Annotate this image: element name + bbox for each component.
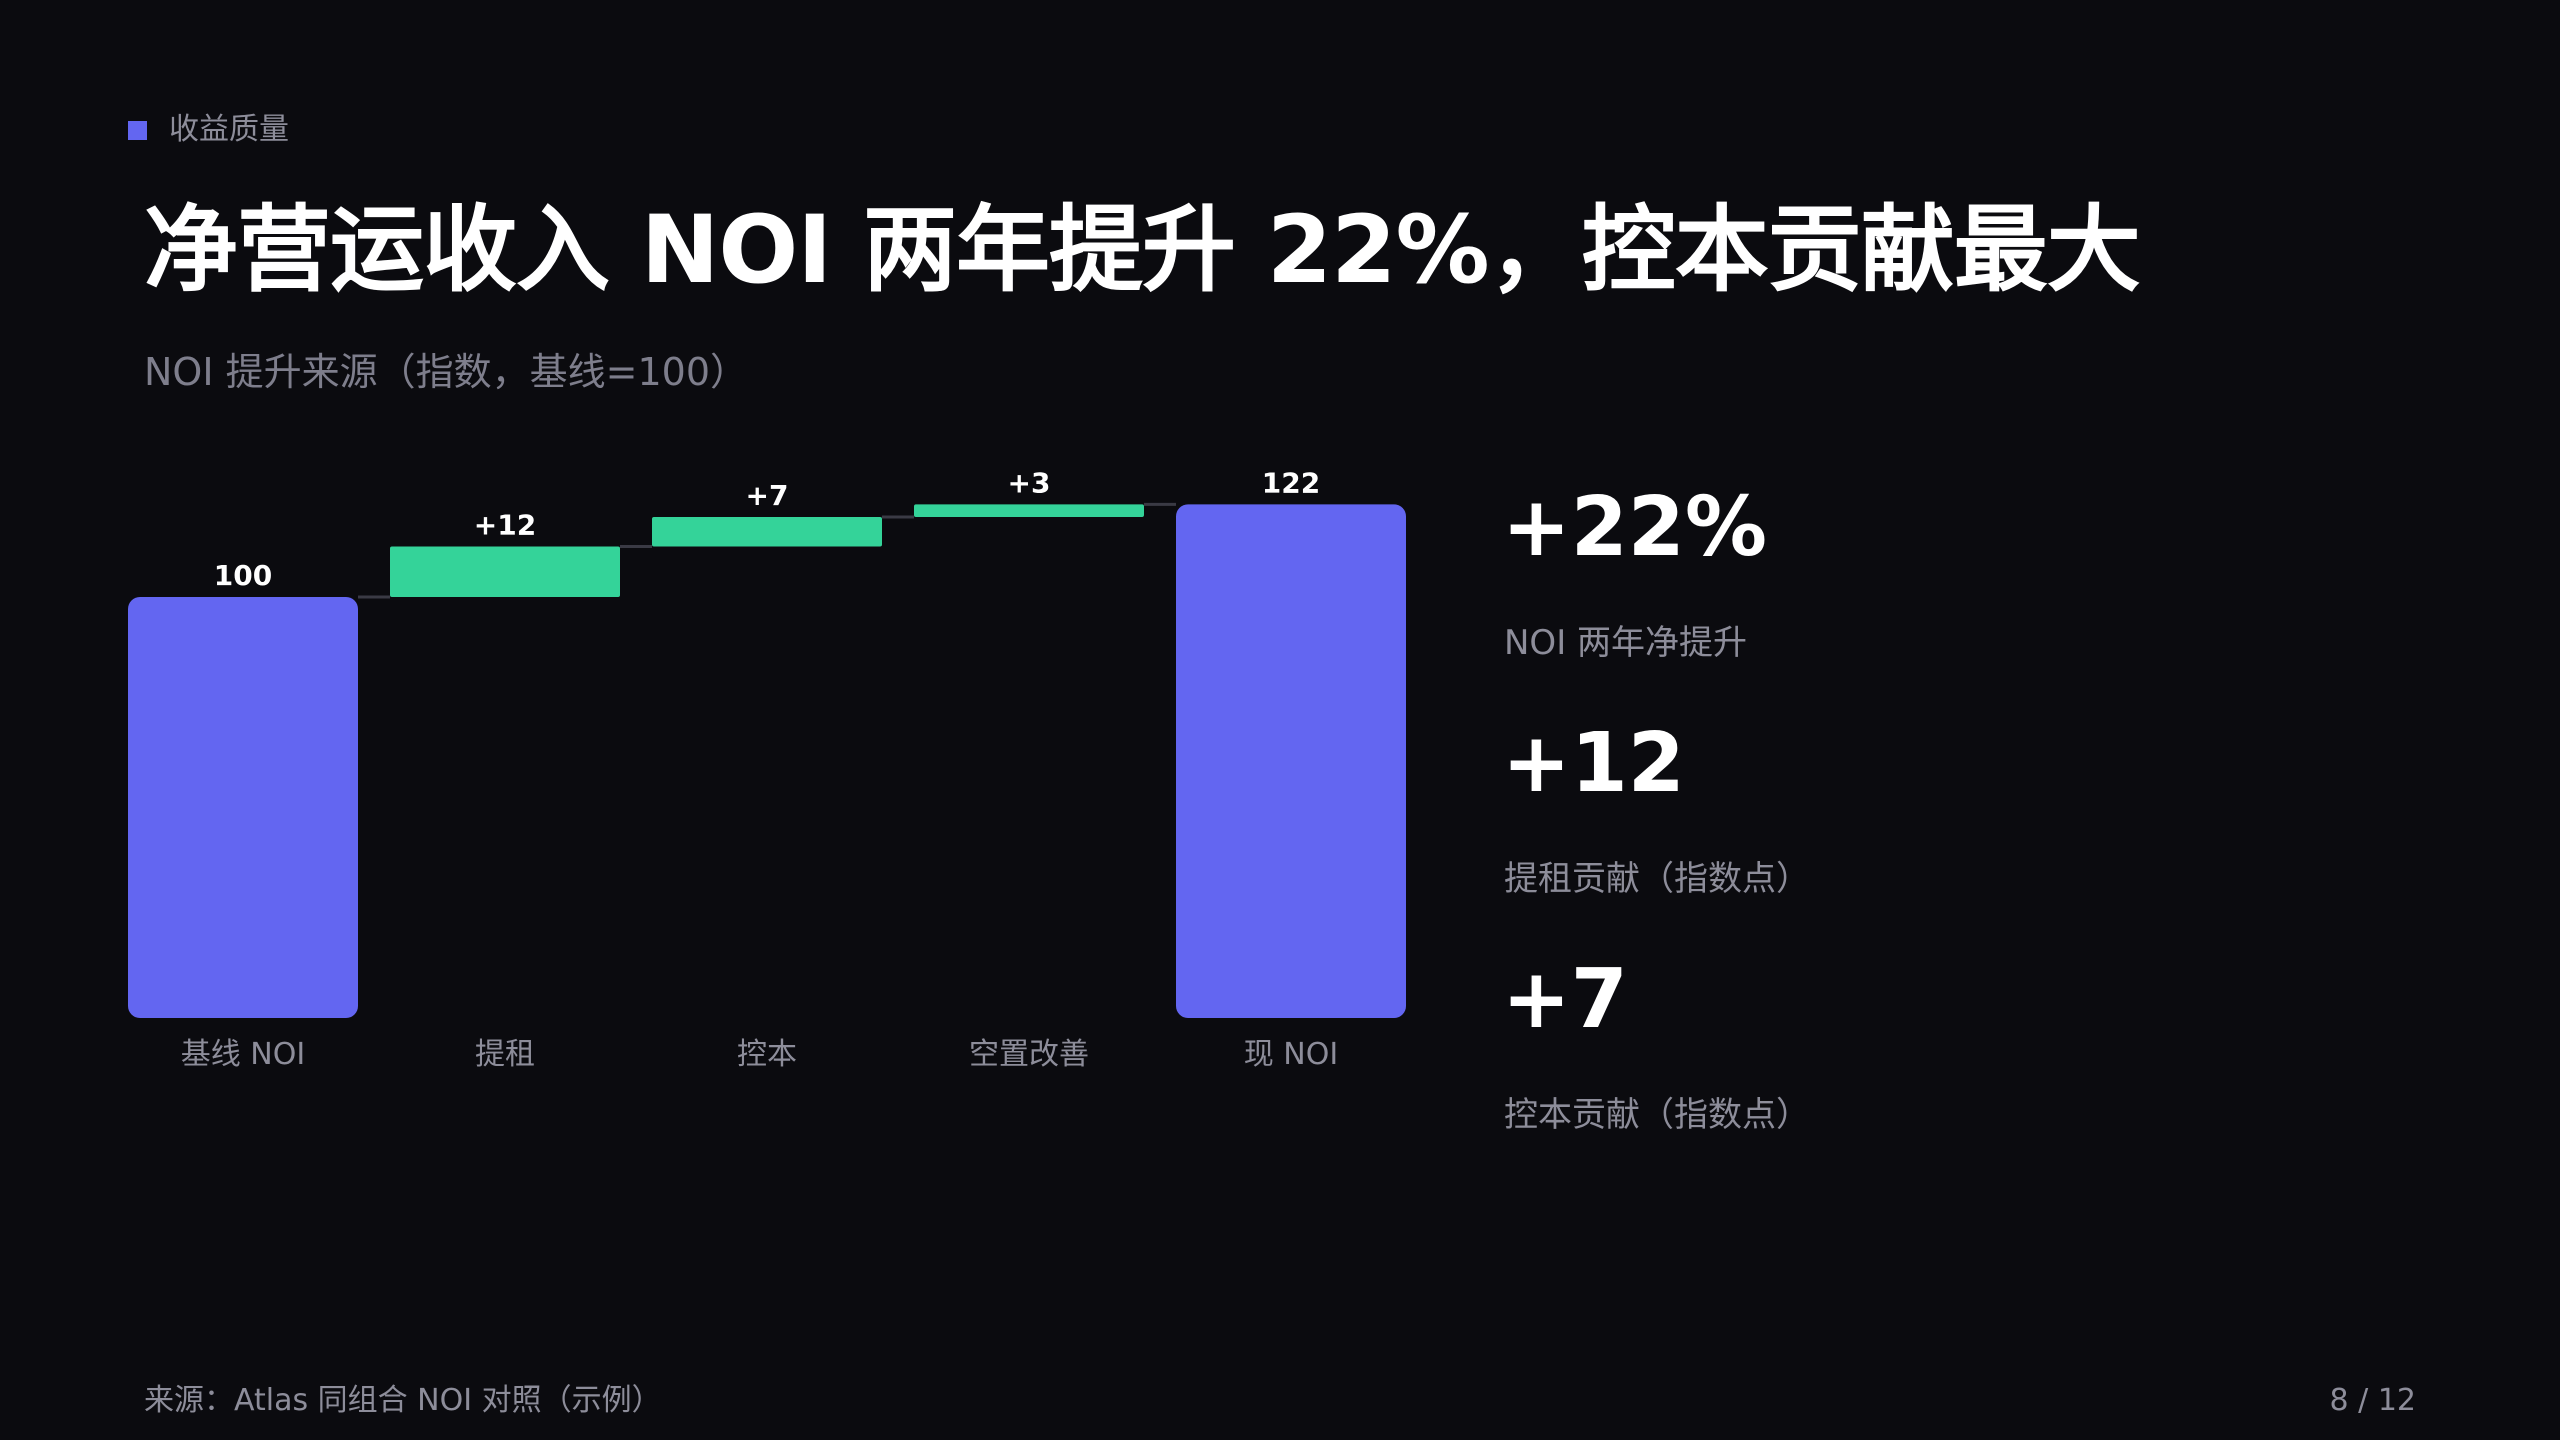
- category-label-vacancy-improvement: 空置改善: [969, 1037, 1089, 1072]
- category-label-current-noi: 现 NOI: [1244, 1037, 1338, 1072]
- data-label-vacancy-improvement: +3: [1008, 466, 1051, 499]
- data-label-rent-increase: +12: [474, 508, 536, 541]
- waterfall-chart: 100 基线 NOI +12 提租 +7 控本 +3 空置改善 122 现 NOI: [128, 466, 1406, 1072]
- section-tag: 收益质量: [128, 110, 289, 150]
- category-label-base-noi: 基线 NOI: [181, 1037, 305, 1072]
- chart-subtitle: NOI 提升来源（指数，基线=100）: [144, 350, 748, 394]
- kpi-label-rent: 提租贡献（指数点）: [1504, 859, 1810, 899]
- bar-cost-control: [652, 517, 882, 547]
- section-marker-icon: [128, 120, 147, 140]
- data-label-current-noi: 122: [1262, 466, 1320, 499]
- page-title: 净营运收入 NOI 两年提升 22%，控本贡献最大: [144, 196, 2141, 305]
- source-note: 来源：Atlas 同组合 NOI 对照（示例）: [144, 1383, 662, 1418]
- bar-vacancy-improvement: [914, 504, 1144, 518]
- category-label-rent-increase: 提租: [475, 1037, 535, 1072]
- category-label-cost-control: 控本: [737, 1037, 797, 1072]
- data-label-base-noi: 100: [214, 559, 272, 592]
- page-number: 8 / 12: [2329, 1383, 2416, 1418]
- kpi-label-cost: 控本贡献（指数点）: [1504, 1095, 1810, 1135]
- data-label-cost-control: +7: [746, 479, 789, 512]
- kpi-label-total: NOI 两年净提升: [1504, 623, 1748, 663]
- kpi-value-total: +22%: [1502, 480, 1767, 575]
- kpi-value-cost: +7: [1502, 952, 1628, 1047]
- section-label: 收益质量: [169, 112, 289, 147]
- bar-rent-increase: [390, 546, 620, 597]
- bar-current-noi: [1176, 504, 1406, 1018]
- kpi-value-rent: +12: [1502, 716, 1685, 811]
- bar-base-noi: [128, 597, 358, 1018]
